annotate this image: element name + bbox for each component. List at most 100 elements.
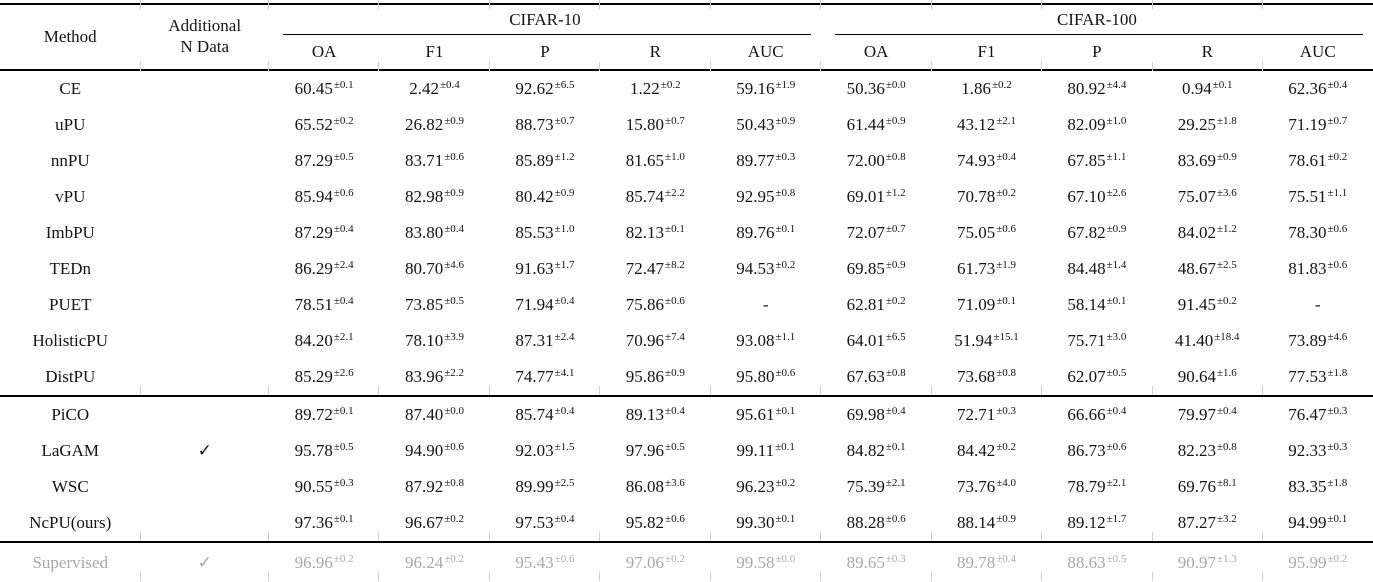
- std-dev: ±0.4: [1106, 405, 1127, 417]
- value-cell-cifar100-auc: 73.89±4.6: [1288, 331, 1348, 350]
- column-tick: [599, 62, 600, 71]
- std-dev: ±0.9: [554, 187, 575, 199]
- value-cell-cifar10-p: 88.73±0.7: [515, 115, 575, 134]
- std-dev: ±0.3: [996, 405, 1017, 417]
- std-dev: ±0.0: [885, 79, 906, 91]
- std-dev: ±0.3: [1327, 405, 1348, 417]
- value-cell-cifar10-auc: 99.58±0.0: [710, 541, 821, 582]
- value-cell-cifar100-oa: 69.85±0.9: [846, 259, 906, 278]
- value-cell-cifar10-f1: 83.80±0.4: [405, 223, 465, 242]
- column-tick: [1041, 0, 1042, 9]
- value-cell-cifar100-r: 90.97±1.3: [1152, 541, 1263, 582]
- value-cell-cifar10-oa: 96.96±0.2: [268, 541, 380, 582]
- std-dev: ±0.4: [1327, 79, 1348, 91]
- value-cell-cifar100-auc: 95.99±0.2: [1262, 541, 1373, 582]
- std-dev: ±0.2: [775, 259, 796, 271]
- value-cell-cifar10-oa: 65.52±0.2: [294, 115, 354, 134]
- value-cell-cifar100-r: 90.64±1.6: [1177, 367, 1237, 386]
- std-dev: ±0.2: [333, 553, 354, 565]
- std-dev: ±2.2: [444, 367, 465, 379]
- value-cell-cifar10-f1: 82.98±0.9: [405, 187, 465, 206]
- checkmark-icon: ✓: [197, 553, 212, 572]
- method-cell: PUET: [49, 295, 92, 314]
- column-tick: [378, 62, 379, 71]
- value-cell-cifar100-oa: 50.36±0.0: [846, 79, 906, 98]
- std-dev: ±2.1: [996, 115, 1017, 127]
- value-cell-cifar100-f1: 1.86±0.2: [961, 79, 1012, 98]
- std-dev: ±0.2: [444, 553, 465, 565]
- table-row-supervised: Supervised ✓ 96.96±0.2 96.24±0.2 95.43±0.6 97…: [0, 541, 1373, 582]
- column-tick: [930, 386, 932, 395]
- metric-header-cifar10-oa: OA: [268, 35, 380, 71]
- std-dev: ±1.1: [1106, 151, 1127, 163]
- column-tick: [1151, 532, 1153, 541]
- value-cell-cifar100-oa: 84.82±0.1: [846, 441, 906, 460]
- method-cell: Supervised: [0, 541, 141, 582]
- std-dev: ±0.7: [554, 115, 575, 127]
- column-tick: [820, 386, 821, 395]
- std-dev: ±0.4: [333, 223, 354, 235]
- std-dev: ±1.9: [775, 79, 796, 91]
- value-cell-cifar10-auc: 96.23±0.2: [736, 477, 796, 496]
- std-dev: ±1.0: [554, 223, 575, 235]
- std-dev: ±0.3: [885, 553, 906, 565]
- std-dev: ±0.3: [775, 151, 796, 163]
- std-dev: ±0.5: [444, 295, 465, 307]
- value-cell-cifar10-f1: 78.10±3.9: [405, 331, 465, 350]
- std-dev: ±0.8: [996, 367, 1017, 379]
- std-dev: ±2.4: [333, 259, 354, 271]
- method-cell: uPU: [55, 115, 86, 134]
- std-dev: ±0.1: [885, 441, 906, 453]
- value-cell-cifar10-r: 70.96±7.4: [625, 331, 685, 350]
- column-tick: [1041, 532, 1042, 541]
- metric-header-cifar10-r: R: [600, 35, 711, 71]
- std-dev: ±18.4: [1214, 331, 1240, 343]
- value-cell-cifar10-r: 85.74±2.2: [625, 187, 685, 206]
- column-tick: [820, 532, 821, 541]
- value-cell-cifar100-p: 75.71±3.0: [1067, 331, 1127, 350]
- value-cell-cifar10-f1: 80.70±4.6: [405, 259, 465, 278]
- std-dev: ±0.9: [885, 115, 906, 127]
- value-cell-cifar10-oa: 84.20±2.1: [294, 331, 354, 350]
- value-cell-cifar10-oa: 85.94±0.6: [294, 187, 354, 206]
- column-tick: [139, 0, 141, 9]
- value-cell-cifar10-auc: -: [762, 295, 769, 314]
- std-dev: ±8.2: [665, 259, 685, 271]
- std-dev: ±4.0: [996, 477, 1017, 489]
- std-dev: ±3.9: [444, 331, 465, 343]
- std-dev: ±7.4: [665, 331, 685, 343]
- std-dev: ±0.4: [554, 295, 575, 307]
- std-dev: ±2.1: [885, 477, 906, 489]
- std-dev: ±0.7: [665, 115, 685, 127]
- value-cell-cifar10-auc: 99.30±0.1: [736, 513, 796, 532]
- metric-header-cifar100-oa: OA: [820, 35, 932, 71]
- std-dev: ±0.1: [1327, 513, 1348, 525]
- column-tick: [930, 532, 932, 541]
- additional-n-data-column-header: Additional N Data: [140, 4, 269, 71]
- value-cell-cifar10-f1: 83.96±2.2: [405, 367, 465, 386]
- additional-n-data-cell: ✓: [140, 541, 269, 582]
- value-cell-cifar10-auc: 95.80±0.6: [736, 367, 796, 386]
- std-dev: ±3.6: [1217, 187, 1237, 199]
- value-cell-cifar10-oa: 95.78±0.5: [294, 441, 354, 460]
- value-cell-cifar10-p: 95.43±0.6: [489, 541, 601, 582]
- value-cell-cifar100-f1: 72.71±0.3: [931, 395, 1042, 433]
- column-tick: [267, 572, 269, 581]
- value-cell-cifar100-auc: 78.30±0.6: [1288, 223, 1348, 242]
- column-tick: [488, 532, 490, 541]
- value-cell-cifar10-f1: 26.82±0.9: [405, 115, 465, 134]
- additional-n-data-cell: [141, 287, 269, 323]
- std-dev: ±0.2: [996, 441, 1017, 453]
- additional-n-data-cell: [141, 359, 269, 396]
- std-dev: ±0.6: [996, 223, 1017, 235]
- metric-header-cifar100-auc: AUC: [1262, 35, 1373, 71]
- value-cell-cifar100-p: 84.48±1.4: [1067, 259, 1127, 278]
- method-cell: CE: [59, 79, 82, 98]
- std-dev: ±4.4: [1106, 79, 1127, 91]
- value-cell-cifar100-p: 82.09±1.0: [1067, 115, 1127, 134]
- std-dev: ±0.5: [1106, 367, 1127, 379]
- column-tick: [599, 386, 600, 395]
- additional-n-data-cell: [141, 505, 269, 542]
- std-dev: ±0.6: [1327, 259, 1348, 271]
